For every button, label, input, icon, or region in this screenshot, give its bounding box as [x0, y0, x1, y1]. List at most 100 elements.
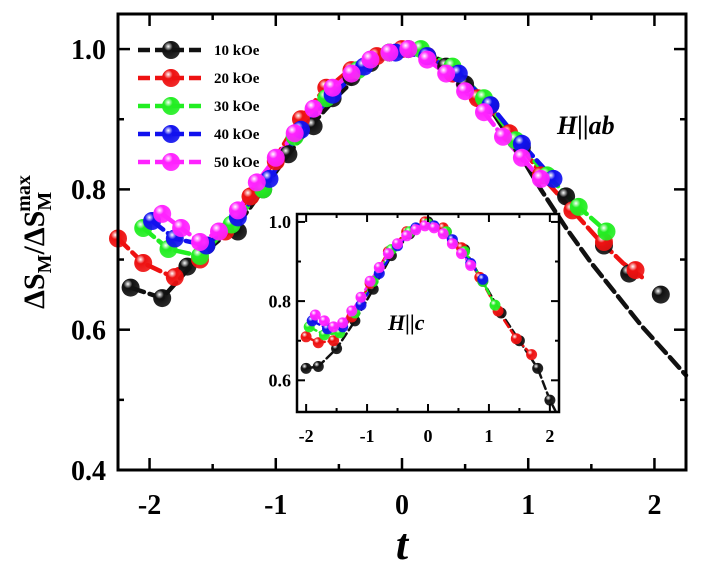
main-x-tick-label: 1 — [521, 490, 535, 521]
main-point-10-koe — [121, 278, 140, 297]
main-point-40-koe — [512, 134, 531, 153]
inset-point-40-koe — [355, 299, 367, 311]
inset-y-tick-label: 0.6 — [269, 371, 292, 391]
main-annotation: H||ab — [556, 111, 615, 140]
y-title-part-2: ΔS — [18, 211, 51, 247]
inset-point-10-koe — [300, 362, 312, 374]
main-point-10-koe — [557, 187, 576, 206]
inset-data-points — [300, 216, 556, 406]
main-y-tick-label: 0.4 — [71, 456, 106, 487]
y-axis-title: ΔSM/ΔSMmax — [13, 175, 56, 309]
main-point-50-koe — [323, 78, 342, 97]
legend-marker-30-koe — [162, 97, 180, 115]
main-point-30-koe — [569, 197, 588, 216]
main-point-50-koe — [512, 148, 531, 167]
main-x-tick-label: -1 — [264, 490, 287, 521]
inset-y-tick-label: 1.0 — [269, 212, 292, 232]
inset-point-10-koe — [544, 394, 556, 406]
main-point-30-koe — [597, 222, 616, 241]
main-point-50-koe — [285, 124, 304, 143]
inset-point-50-koe — [318, 315, 330, 327]
inset-point-50-koe — [456, 248, 467, 260]
main-point-20-koe — [165, 268, 184, 287]
main-x-tick-label: 2 — [647, 490, 661, 521]
x-axis-title: t — [396, 520, 410, 568]
main-x-tick-label: -2 — [138, 490, 161, 521]
inset-point-50-koe — [446, 238, 458, 250]
main-point-50-koe — [494, 127, 512, 146]
inset-point-20-koe — [526, 349, 538, 361]
inset-point-50-koe — [337, 317, 349, 329]
main-point-50-koe — [266, 148, 285, 167]
inset-point-20-koe — [328, 335, 340, 347]
inset-point-50-koe — [410, 224, 422, 236]
main-point-50-koe — [380, 43, 399, 62]
main-y-tick-label: 1.0 — [71, 35, 106, 66]
legend-label-20-koe: 20 kOe — [214, 71, 260, 87]
main-point-50-koe — [153, 204, 172, 223]
main-chart: -2 -1 0 1 2 0.4 0.6 0.8 1.0 10 kOe 20 kOe 30 kOe 40… — [13, 12, 689, 568]
main-point-50-koe — [475, 103, 493, 122]
main-point-50-koe — [531, 169, 550, 188]
inset-point-10-koe — [312, 361, 324, 372]
legend: 10 kOe 20 kOe 30 kOe 40 kOe 50 kOe — [138, 41, 260, 171]
y-title-sup-2: max — [13, 175, 35, 212]
y-title-slash: / — [18, 246, 51, 256]
main-point-50-koe — [210, 222, 228, 241]
inset-point-50-koe — [401, 230, 413, 242]
legend-label-10-koe: 10 kOe — [214, 43, 260, 59]
main-point-50-koe — [304, 99, 323, 118]
inset-point-50-koe — [309, 309, 321, 321]
inset-point-50-koe — [328, 321, 340, 333]
main-point-50-koe — [247, 173, 266, 192]
legend-label-40-koe: 40 kOe — [214, 127, 260, 143]
main-point-40-koe — [449, 64, 468, 83]
inset-annotation: H||c — [387, 310, 425, 335]
inset-point-50-koe — [392, 238, 403, 250]
main-point-50-koe — [342, 64, 361, 83]
inset-point-50-koe — [382, 248, 394, 260]
inset-point-10-koe — [532, 362, 544, 374]
main-x-tick-label: 0 — [395, 490, 409, 521]
main-axis-ticks: -2 -1 0 1 2 0.4 0.6 0.8 1.0 — [71, 14, 686, 521]
inset-point-20-koe — [300, 331, 312, 343]
y-title-sub-1: M — [34, 254, 56, 273]
main-point-50-koe — [228, 201, 247, 220]
inset-point-20-koe — [312, 337, 324, 349]
main-point-50-koe — [437, 64, 456, 83]
inset-point-50-koe — [428, 222, 440, 234]
inset-background — [297, 214, 559, 412]
main-point-20-koe — [626, 261, 645, 280]
main-point-10-koe — [651, 285, 670, 304]
inset-point-50-koe — [346, 305, 358, 317]
inset-x-tick-label: -1 — [360, 426, 375, 446]
main-point-50-koe — [399, 40, 418, 59]
inset-x-tick-label: -2 — [299, 426, 314, 446]
legend-label-30-koe: 30 kOe — [214, 99, 260, 115]
inset-y-tick-label: 0.8 — [269, 291, 292, 311]
legend-marker-20-koe — [162, 69, 180, 87]
inset-point-50-koe — [465, 260, 477, 271]
y-title-part-1: ΔS — [18, 273, 51, 309]
inset-x-tick-label: 0 — [424, 426, 433, 446]
inset-point-40-koe — [477, 273, 489, 285]
main-y-tick-label: 0.8 — [71, 175, 106, 206]
main-point-40-koe — [544, 169, 563, 188]
inset-point-20-koe — [510, 333, 522, 345]
main-point-50-koe — [191, 233, 209, 251]
main-point-20-koe — [134, 254, 153, 272]
legend-label-50-koe: 50 kOe — [214, 155, 260, 171]
inset-x-tick-label: 2 — [545, 426, 554, 446]
main-point-10-koe — [153, 289, 172, 308]
inset-point-50-koe — [419, 220, 431, 232]
inset-x-tick-label: 1 — [484, 426, 493, 446]
inset-point-50-koe — [355, 291, 367, 303]
main-point-50-koe — [172, 219, 191, 237]
inset-axis-ticks: -2 -1 0 1 2 0.6 0.8 1.0 — [269, 212, 559, 446]
main-data-points — [109, 40, 670, 308]
main-point-50-koe — [361, 50, 380, 69]
inset-chart: -2 -1 0 1 2 0.6 0.8 1.0 H||c — [269, 212, 561, 446]
y-title-sub-2: M — [34, 192, 56, 211]
legend-marker-40-koe — [162, 125, 180, 143]
